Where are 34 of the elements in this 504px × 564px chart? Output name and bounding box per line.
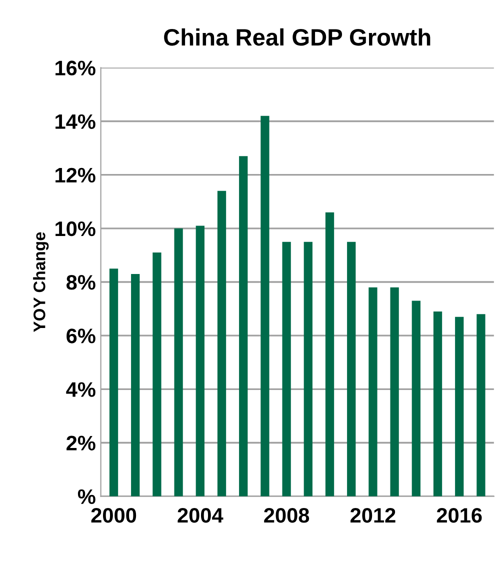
y-tick-label: %: [78, 489, 96, 504]
x-tick-label: 2008: [264, 508, 310, 523]
bar: [304, 242, 312, 496]
x-tick-label: 2004: [178, 508, 224, 523]
bar: [368, 287, 378, 496]
y-tick-label: 4%: [66, 382, 96, 397]
chart-title: China Real GDP Growth: [164, 28, 430, 46]
bar: [217, 190, 226, 496]
y-tick-label: 8%: [66, 275, 96, 290]
y-tick-label: 16%: [56, 60, 96, 76]
bar: [109, 268, 118, 496]
y-tick-label: 2%: [66, 436, 96, 450]
y-tick-label: 10%: [56, 221, 96, 236]
y-axis-title: YOY Change: [33, 232, 49, 332]
bar: [455, 316, 464, 496]
bar: [476, 314, 486, 496]
y-tick-label: 6%: [66, 328, 96, 344]
bar: [412, 300, 420, 496]
y-tick-label: 14%: [56, 114, 96, 129]
bar: [196, 226, 204, 496]
x-tick-label: 2016: [436, 508, 482, 523]
bar: [239, 156, 248, 496]
bar: [390, 287, 399, 496]
bar: [260, 116, 270, 496]
bar: [347, 242, 356, 496]
bar: [325, 212, 334, 496]
y-tick-label: 12%: [56, 168, 96, 183]
bar: [174, 228, 183, 496]
x-tick-label: 2012: [350, 508, 396, 523]
bar: [152, 252, 162, 496]
x-tick-label: 2000: [91, 508, 136, 523]
bar: [433, 311, 442, 496]
bar: [282, 242, 291, 496]
bar: [131, 274, 140, 496]
